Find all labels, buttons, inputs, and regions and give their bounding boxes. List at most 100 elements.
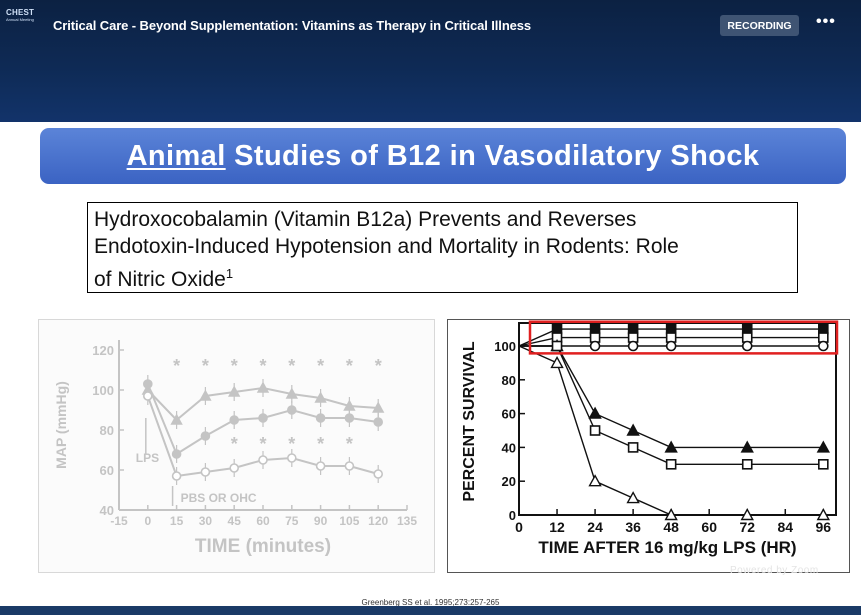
reference-line-2: Endotoxin-Induced Hypotension and Mortal… <box>94 235 679 258</box>
logo-subtext: Annual Meeting <box>6 17 34 22</box>
y-tick-label: 100 <box>494 339 516 354</box>
data-point <box>741 332 753 343</box>
significance-marker: * <box>346 434 353 454</box>
data-point <box>258 413 268 423</box>
data-point <box>818 459 829 470</box>
x-tick-label: 0 <box>515 519 523 535</box>
data-point <box>665 459 677 470</box>
data-point <box>665 332 677 343</box>
map-chart-panel: 40 60 80 100 120 -15 0 15 30 45 60 75 90 105 120 135 TIM… <box>38 319 435 573</box>
significance-marker: * <box>202 356 209 376</box>
data-point <box>344 413 355 423</box>
x-tick-label: 60 <box>701 519 717 535</box>
data-point <box>664 508 678 521</box>
data-point <box>256 381 270 393</box>
data-point <box>627 442 639 453</box>
y-tick-label: 60 <box>100 463 114 478</box>
data-point <box>143 391 153 401</box>
y-tick-label: 80 <box>502 373 516 388</box>
data-point <box>373 469 384 479</box>
data-point <box>315 413 326 423</box>
significance-marker: * <box>317 356 324 376</box>
data-point <box>287 405 297 415</box>
data-point <box>665 340 677 352</box>
x-tick-label: 90 <box>314 514 328 528</box>
plot-frame <box>518 322 837 516</box>
significance-marker: * <box>173 356 180 376</box>
data-point <box>550 355 564 369</box>
data-point <box>228 385 241 397</box>
data-point <box>287 453 297 463</box>
data-point <box>818 332 829 343</box>
data-point <box>229 463 239 473</box>
data-point <box>551 340 563 352</box>
y-tick-label: 0 <box>509 508 516 523</box>
y-axis-label: MAP (mmHg) <box>53 381 69 469</box>
y-axis-label: PERCENT SURVIVAL <box>461 341 478 502</box>
data-point <box>816 508 831 521</box>
reference-line-1: Hydroxocobalamin (Vitamin B12a) Prevents… <box>94 208 637 231</box>
y-tick-label: 20 <box>502 474 516 489</box>
y-tick-label: 120 <box>92 343 114 358</box>
data-point <box>170 413 183 425</box>
reference-box: Hydroxocobalamin (Vitamin B12a) Prevents… <box>87 202 798 293</box>
recording-badge[interactable]: RECORDING <box>720 15 799 36</box>
shared-slide: Animal Studies of B12 in Vasodilatory Sh… <box>0 122 861 607</box>
data-point <box>664 440 678 453</box>
map-chart: 40 60 80 100 120 -15 0 15 30 45 60 75 90 105 120 135 TIM… <box>53 340 417 557</box>
data-point <box>315 461 326 471</box>
survival-chart-panel: 0 20 40 60 80 100 0 12 24 36 48 60 72 84 96 TIME AFTER … <box>447 319 850 573</box>
meeting-title: Critical Care - Beyond Supplementation: … <box>53 18 532 33</box>
significance-marker: * <box>317 434 324 454</box>
significance-marker: * <box>288 356 295 376</box>
data-point <box>171 449 182 459</box>
data-point <box>627 332 639 343</box>
treatment-annotation: PBS OR OHC <box>181 491 257 505</box>
survival-chart: 0 20 40 60 80 100 0 12 24 36 48 60 72 84 96 TIME AFTER … <box>461 320 839 557</box>
data-point <box>626 491 640 504</box>
x-tick-label: 30 <box>199 514 213 528</box>
data-point <box>816 440 831 453</box>
x-tick-label: 36 <box>625 519 641 535</box>
data-point <box>589 425 601 436</box>
data-point <box>373 417 384 427</box>
x-tick-label: 72 <box>739 519 755 535</box>
x-tick-label: 48 <box>663 519 679 535</box>
x-tick-label: 105 <box>339 514 359 528</box>
data-point <box>314 391 327 403</box>
powered-by-zoom: Powered by Zoom <box>730 565 819 576</box>
x-tick-label: 75 <box>285 514 299 528</box>
data-point <box>588 406 602 419</box>
slide-title-emphasis: Animal <box>126 139 226 172</box>
x-tick-label: 15 <box>170 514 184 528</box>
significance-marker: * <box>259 356 266 376</box>
citation: Greenberg SS et al. 1995;273:257-265 <box>361 598 500 607</box>
data-point <box>372 401 385 413</box>
y-tick-label: 60 <box>502 407 516 422</box>
x-tick-label: 60 <box>256 514 270 528</box>
data-point <box>588 474 602 487</box>
data-point <box>627 340 639 352</box>
data-point <box>200 467 211 477</box>
significance-marker: * <box>231 356 238 376</box>
x-tick-label: 96 <box>816 519 832 535</box>
y-tick-label: 100 <box>92 383 114 398</box>
highlight-box <box>528 320 839 355</box>
more-options-icon[interactable]: ••• <box>816 13 836 30</box>
x-tick-label: 12 <box>549 519 565 535</box>
meeting-header: CHEST Annual Meeting Critical Care - Bey… <box>0 0 861 122</box>
x-tick-label: 120 <box>368 514 388 528</box>
data-point <box>200 431 211 441</box>
x-axis-label: TIME AFTER 16 mg/kg LPS (HR) <box>538 538 796 557</box>
data-point <box>229 415 239 425</box>
significance-marker: * <box>259 434 266 454</box>
y-tick-label: 80 <box>100 423 114 438</box>
x-tick-label: -15 <box>110 514 128 528</box>
data-point <box>740 508 754 521</box>
data-point <box>285 387 298 399</box>
data-point <box>741 459 753 470</box>
reference-line-3: of Nitric Oxide <box>94 268 226 291</box>
data-point <box>589 340 601 352</box>
logo-text: CHEST <box>6 8 35 17</box>
x-tick-label: 84 <box>777 519 793 535</box>
